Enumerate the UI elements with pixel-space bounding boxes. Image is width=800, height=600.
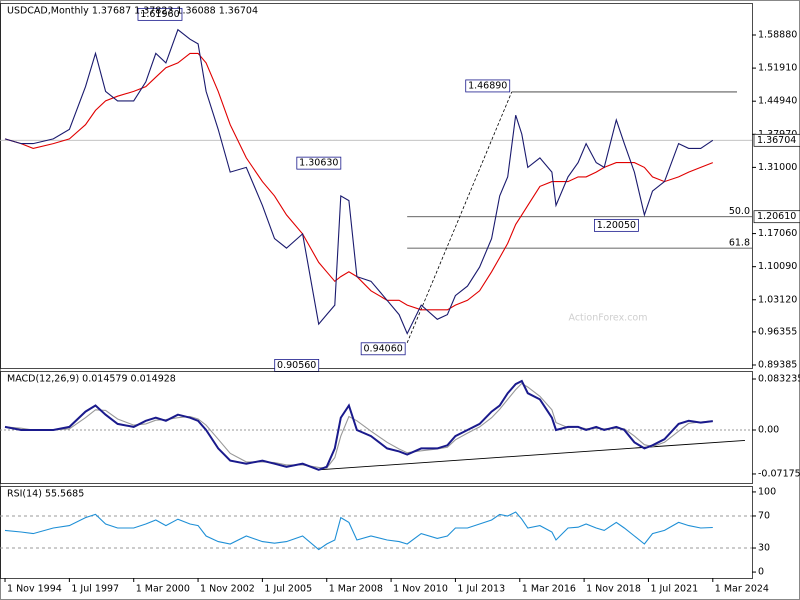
x-tick-label: 1 Jul 2021 bbox=[650, 584, 698, 595]
x-tick-label: 1 Mar 2024 bbox=[715, 584, 769, 595]
pane-title: RSI(14) 55.5685 bbox=[7, 489, 84, 500]
swing-label: 0.90560 bbox=[277, 360, 316, 371]
y-tick-label: 1.31000 bbox=[758, 162, 797, 173]
x-tick-label: 1 Nov 2018 bbox=[586, 584, 641, 595]
trend-dash bbox=[406, 91, 513, 343]
x-tick-label: 1 Nov 2010 bbox=[393, 584, 448, 595]
x-tick-label: 1 Mar 2016 bbox=[522, 584, 576, 595]
y-tick-label: 100 bbox=[758, 486, 776, 497]
price-box-label: 1.36704 bbox=[757, 135, 796, 146]
y-tick-label: 0.96355 bbox=[758, 326, 797, 337]
y-tick-label: 0 bbox=[758, 567, 764, 578]
y-tick-label: 0.89385 bbox=[758, 359, 797, 370]
swing-box bbox=[296, 156, 342, 170]
pane-title: MACD(12,26,9) 0.014579 0.014928 bbox=[7, 374, 176, 385]
y-tick-label: 1.10090 bbox=[758, 261, 797, 272]
x-tick-label: 1 Nov 1994 bbox=[7, 584, 62, 595]
price-box bbox=[753, 133, 800, 147]
y-tick-label: 1.17060 bbox=[758, 228, 797, 239]
swing-box bbox=[360, 342, 406, 356]
fib-label: 50.0 bbox=[729, 206, 750, 217]
swing-box bbox=[594, 218, 639, 232]
watermark: ActionForex.com bbox=[569, 313, 648, 324]
x-tick-label: 1 Jul 1997 bbox=[71, 584, 119, 595]
pane-title: USDCAD,Monthly 1.37687 1.37823 1.36088 1… bbox=[7, 6, 258, 17]
swing-label: 1.46890 bbox=[468, 80, 507, 91]
y-tick-label: 1.44940 bbox=[758, 96, 797, 107]
x-tick-label: 1 Jul 2005 bbox=[264, 584, 312, 595]
swing-label: 1.61960 bbox=[140, 9, 179, 20]
macd-trendline bbox=[318, 439, 745, 471]
y-tick-label: 1.51910 bbox=[758, 63, 797, 74]
pane bbox=[0, 3, 753, 369]
price-box-label: 1.20610 bbox=[757, 211, 796, 222]
series-line bbox=[4, 511, 713, 551]
y-tick-label: 70 bbox=[758, 510, 770, 521]
x-tick-label: 1 Mar 2008 bbox=[329, 584, 383, 595]
x-tick-label: 1 Nov 2002 bbox=[200, 584, 255, 595]
y-tick-label: -0.071752 bbox=[758, 468, 800, 479]
y-tick-label: 0.083235 bbox=[758, 374, 800, 385]
y-tick-label: 0.00 bbox=[758, 425, 779, 436]
series-line bbox=[4, 28, 714, 335]
y-tick-label: 1.58880 bbox=[758, 30, 797, 41]
fib-label: 61.8 bbox=[729, 238, 750, 249]
price-box bbox=[753, 210, 800, 224]
swing-label: 1.20050 bbox=[597, 220, 636, 231]
x-tick-label: 1 Jul 2013 bbox=[457, 584, 505, 595]
swing-label: 0.94060 bbox=[364, 343, 403, 354]
y-tick-label: 30 bbox=[758, 543, 770, 554]
x-tick-label: 1 Mar 2000 bbox=[136, 584, 190, 595]
swing-label: 1.30630 bbox=[299, 158, 338, 169]
y-tick-label: 1.03120 bbox=[758, 294, 797, 305]
swing-box bbox=[137, 7, 183, 21]
pane bbox=[0, 371, 753, 484]
pane bbox=[0, 486, 753, 579]
series-line bbox=[4, 52, 714, 311]
series-line bbox=[4, 379, 713, 471]
swing-box bbox=[465, 79, 511, 93]
